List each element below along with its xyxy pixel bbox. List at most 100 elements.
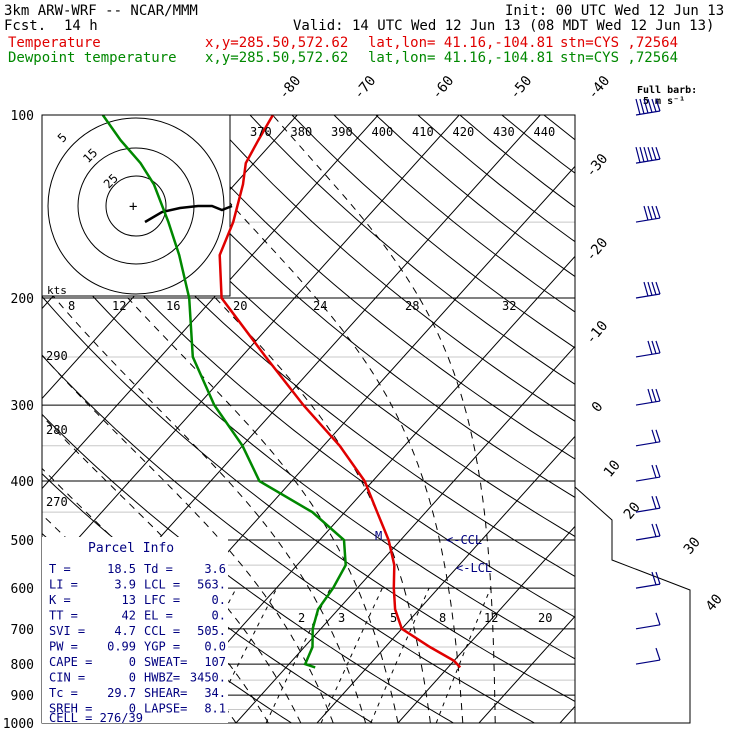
parcel-param-name: EL = [144, 609, 173, 623]
mixing-ratio-line [370, 587, 430, 723]
dewpoint-legend: Dewpoint temperature [8, 50, 177, 66]
parcel-param-value: 107 [204, 655, 226, 669]
wind-barb-flag [651, 146, 657, 161]
parcel-info-title: Parcel Info [88, 541, 174, 556]
fcst-hours: 14 h [64, 18, 98, 34]
parcel-param-name: LAPSE= [144, 702, 187, 716]
wind-barb-staff [635, 352, 661, 358]
wind-barb-flag [651, 495, 657, 510]
wind-barb-flag [651, 571, 657, 585]
wind-barb-flag [647, 388, 653, 403]
parcel-param-value: 42 [122, 609, 136, 623]
parcel-info-panel: Parcel Info T = 18.5 Td = 3.6 LI = 3.9 LCL = 563… [42, 537, 228, 725]
hodo-speed-label: 28 [405, 299, 419, 313]
hodo-speed-label: 20 [233, 299, 247, 313]
wind-barb [635, 495, 661, 513]
wind-barb-flag [639, 98, 645, 114]
parcel-param-name: LI = [49, 578, 78, 592]
moist-adiabat [42, 282, 367, 723]
wind-barb [635, 464, 661, 482]
wind-barb-flag [655, 98, 661, 112]
parcel-param-name: LCL = [144, 578, 180, 592]
dry-adiabat [42, 177, 575, 618]
parcel-param-name: LFC = [144, 593, 180, 607]
pressure-tick-label: 1000 [3, 717, 34, 732]
theta-side-label: 290 [46, 349, 68, 363]
wind-barb-flag [655, 281, 661, 295]
dewpoint-stn: stn=CYS ,72564 [560, 50, 679, 66]
temperature-profile-line [218, 115, 462, 669]
pressure-tick-label: 500 [11, 534, 34, 549]
dry-adiabat [123, 115, 575, 498]
hodo-speed-label: 24 [313, 299, 327, 313]
wind-barb-flag [643, 146, 649, 162]
parcel-param-value: 0. [212, 593, 226, 607]
pressure-tick-label: 600 [11, 582, 34, 597]
parcel-param-name: TT = [49, 609, 78, 623]
wind-barb-flag [635, 146, 641, 163]
wind-barb-flag [647, 205, 653, 220]
theta-tick-label: 410 [412, 125, 434, 139]
wind-barb-flag [655, 647, 661, 661]
isotherm-line [397, 525, 575, 723]
theta-tick-label: 370 [250, 125, 272, 139]
isotherm-line [316, 435, 575, 723]
theta-side-label: 280 [46, 423, 68, 437]
isotherm-tick-label: 0 [589, 399, 607, 416]
dry-adiabat [42, 295, 575, 702]
wind-barb-flag [655, 388, 661, 402]
moist-adiabat [62, 115, 431, 723]
ccl-mark: <-CCL [446, 533, 482, 547]
wind-barb-staff [635, 659, 661, 665]
mixing-ratio-label: 12 [484, 611, 498, 625]
wind-barb-flag [655, 495, 661, 509]
wind-barb-flag [647, 340, 653, 355]
parcel-param-name: SREH = [49, 702, 92, 716]
wind-barb-flag [643, 205, 649, 221]
parcel-param-value: 0.99 [107, 640, 136, 654]
fcst-label: Fcst. [4, 18, 47, 34]
theta-tick-label: 400 [372, 125, 394, 139]
lcl-mark: <-LCL [456, 561, 492, 575]
theta-tick-label: 380 [291, 125, 313, 139]
wind-barb-flag [651, 464, 657, 478]
parcel-param-value: 0 [129, 671, 136, 685]
isotherm-tick-label: -50 [507, 73, 536, 103]
wind-barb-flag [655, 205, 661, 219]
dewpoint-xy: x,y=285.50,572.62 [205, 50, 349, 66]
wind-barb-flag [655, 340, 661, 354]
init-time: Init: 00 UTC Wed 12 Jun 13 [505, 3, 725, 19]
wind-barb-flag [655, 464, 661, 478]
wind-barb [635, 281, 661, 299]
wind-barb [635, 612, 661, 630]
wind-barb [635, 571, 661, 589]
parcel-param-name: CAPE = [49, 655, 92, 669]
hodo-ring-25 [47, 117, 225, 295]
wind-barb-flag [651, 98, 657, 112]
wind-barb-staff [635, 476, 661, 482]
wind-barb-flag [655, 429, 661, 442]
wind-barb-column [635, 98, 661, 665]
dry-adiabat [42, 116, 575, 578]
theta-side-label: 270 [46, 495, 68, 509]
dewpoint-latlon: lat,lon= 41.16,-104.81 [368, 50, 554, 66]
hodo-speed-label: 8 [68, 299, 75, 313]
parcel-param-name: Td = [144, 562, 173, 576]
wind-barb-flag [651, 281, 657, 295]
wind-barb [635, 98, 661, 116]
wind-barb-flag [655, 523, 661, 537]
dry-adiabat [207, 115, 575, 422]
pressure-tick-label: 700 [11, 623, 34, 638]
moist-adiabat [42, 194, 399, 723]
parcel-param-value: 0. [212, 609, 226, 623]
theta-tick-label: 430 [493, 125, 515, 139]
isotherm-tick-label: -80 [276, 73, 305, 103]
hodograph-center-mark: + [129, 199, 137, 215]
isotherm-tick-label: -30 [583, 151, 612, 181]
pressure-tick-label: 900 [11, 689, 34, 704]
parcel-param-value: 4.7 [114, 624, 136, 638]
parcel-param-name: SHEAR= [144, 686, 187, 700]
dewpoint-profile-line [101, 115, 347, 669]
isotherm-tick-label: -20 [583, 235, 612, 265]
